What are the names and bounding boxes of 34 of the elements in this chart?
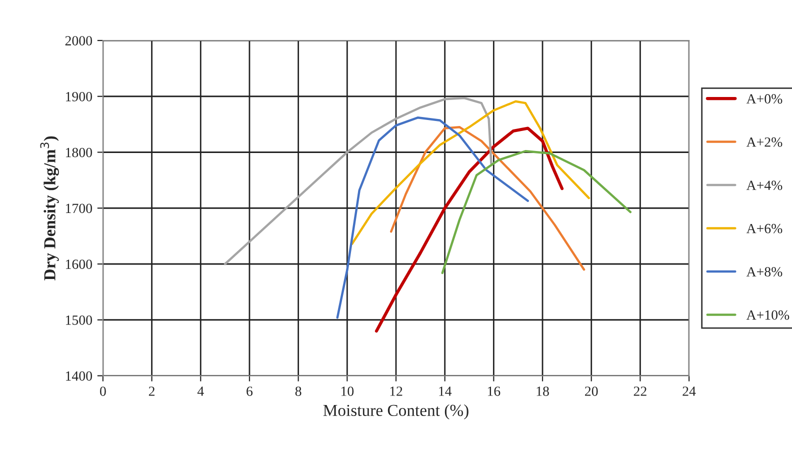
line-series — [350, 100, 590, 245]
x-tick-label: 12 — [390, 386, 402, 396]
x-tick-label: 20 — [585, 386, 598, 396]
x-tick-label: 0 — [100, 386, 106, 396]
y-tick-label: 1900 — [66, 92, 92, 102]
legend-label: A+4% — [746, 180, 782, 190]
legend-label: A+10% — [746, 310, 790, 320]
x-axis-title: Moisture Content (%) — [323, 404, 468, 420]
legend-label: A+0% — [746, 94, 782, 104]
line-series — [336, 116, 529, 319]
line-series — [374, 126, 564, 333]
legend-label: A+6% — [746, 224, 782, 234]
y-tick-label: 2000 — [65, 36, 92, 46]
x-tick-label: 6 — [246, 386, 253, 396]
y-tick-label: 1500 — [66, 315, 92, 325]
legend-label: A+8% — [746, 267, 782, 277]
x-tick-label: 4 — [197, 386, 204, 396]
line-series — [224, 96, 492, 266]
line-series — [441, 150, 632, 274]
y-tick-label: 1600 — [66, 260, 92, 269]
y-axis-title: Dry Density (kg/m$^{3}$) — [40, 136, 59, 280]
y-tick-label: 1700 — [66, 204, 92, 214]
y-tick-label: 1400 — [66, 371, 92, 381]
x-tick-label: 14 — [439, 386, 452, 396]
legend-label: A+2% — [746, 137, 782, 147]
x-tick-label: 16 — [488, 386, 500, 396]
x-tick-label: 22 — [634, 386, 646, 396]
y-tick-label: 1800 — [66, 148, 92, 158]
x-tick-label: 2 — [148, 386, 155, 396]
x-tick-label: 8 — [295, 386, 302, 396]
x-tick-label: 24 — [682, 386, 696, 396]
x-tick-label: 10 — [341, 386, 354, 396]
line-series — [390, 126, 586, 271]
x-tick-label: 18 — [536, 386, 549, 396]
